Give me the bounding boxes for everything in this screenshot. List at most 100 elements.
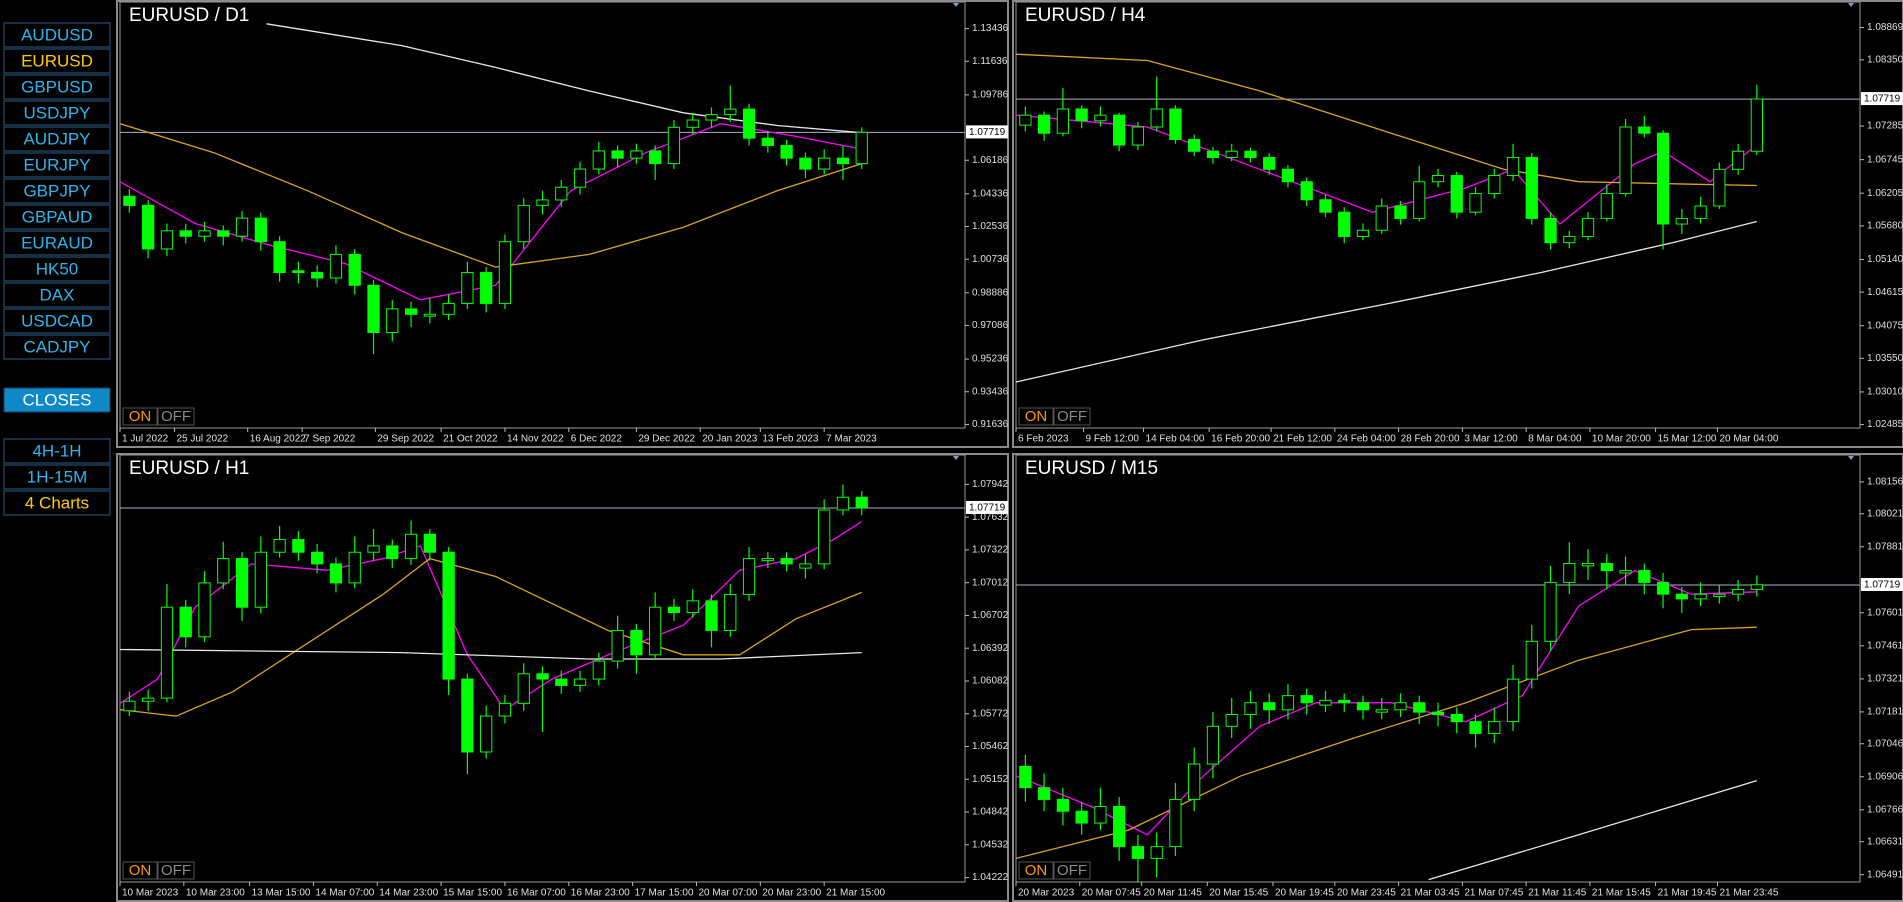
price-tag bbox=[1861, 92, 1903, 106]
button-frame[interactable] bbox=[3, 204, 111, 230]
button-frame[interactable] bbox=[3, 126, 111, 152]
on-button[interactable]: ON bbox=[122, 407, 158, 426]
button-label[interactable]: ON bbox=[1025, 408, 1048, 425]
candle-body bbox=[855, 496, 868, 509]
on-button[interactable]: ON bbox=[1018, 407, 1054, 426]
button-label[interactable]: ON bbox=[129, 408, 152, 425]
button-frame[interactable] bbox=[3, 387, 111, 413]
chart-panel: 1.07942 1.07632 1.07322 1.07012 1.06702 1.063… bbox=[116, 453, 1009, 902]
layout-button[interactable]: 4 Charts bbox=[3, 490, 111, 516]
off-button[interactable]: OFF bbox=[157, 407, 195, 426]
on-button[interactable]: ON bbox=[1018, 861, 1054, 880]
candle-body bbox=[1713, 168, 1726, 207]
symbol-button[interactable]: GBPUSD bbox=[3, 74, 111, 100]
button-frame[interactable] bbox=[3, 490, 111, 516]
y-tick-label: 1.05772 bbox=[972, 708, 1009, 719]
symbol-button[interactable]: EURAUD bbox=[3, 230, 111, 256]
button-label[interactable]: EURAUD bbox=[21, 233, 93, 252]
x-tick-label: 14 Mar 07:00 bbox=[315, 888, 374, 899]
candle-body bbox=[404, 533, 418, 560]
symbol-button[interactable]: DAX bbox=[3, 282, 111, 308]
button-label[interactable]: CADJPY bbox=[23, 337, 90, 356]
button-label[interactable]: 4H-1H bbox=[32, 441, 81, 460]
button-frame[interactable] bbox=[3, 48, 111, 74]
button-label[interactable]: USDCAD bbox=[21, 311, 93, 330]
symbol-button[interactable]: GBPJPY bbox=[3, 178, 111, 204]
x-tick-label: 13 Mar 15:00 bbox=[252, 888, 311, 899]
candle-body bbox=[1263, 702, 1276, 711]
y-tick-label: 1.07461 bbox=[1867, 640, 1903, 651]
chart-title: EURUSD / H1 bbox=[129, 458, 249, 479]
symbol-button[interactable]: CADJPY bbox=[3, 334, 111, 360]
off-button[interactable]: OFF bbox=[1053, 407, 1091, 426]
candle-body bbox=[1675, 217, 1688, 225]
button-label[interactable]: AUDJPY bbox=[23, 129, 90, 148]
button-label[interactable]: OFF bbox=[161, 408, 191, 425]
symbol-button[interactable]: EURJPY bbox=[3, 152, 111, 178]
on-button[interactable]: ON bbox=[122, 861, 158, 880]
symbol-button[interactable]: AUDJPY bbox=[3, 126, 111, 152]
button-label[interactable]: EURJPY bbox=[23, 155, 90, 174]
candle-body bbox=[1525, 156, 1538, 219]
symbol-button[interactable]: GBPAUD bbox=[3, 204, 111, 230]
button-label[interactable]: OFF bbox=[1057, 408, 1087, 425]
button-label[interactable]: GBPUSD bbox=[21, 77, 93, 96]
button-frame[interactable] bbox=[3, 74, 111, 100]
charts: 1.13436 1.11636 1.09786 1.06186 1.04336 1.025… bbox=[116, 0, 1903, 902]
button-frame[interactable] bbox=[122, 861, 158, 880]
button-frame[interactable] bbox=[3, 178, 111, 204]
button-label[interactable]: AUDUSD bbox=[21, 25, 93, 44]
button-frame[interactable] bbox=[3, 22, 111, 48]
button-label[interactable]: ON bbox=[129, 862, 152, 879]
layout-button[interactable]: 4H-1H bbox=[3, 438, 111, 464]
button-label[interactable]: CLOSES bbox=[23, 390, 92, 409]
button-label[interactable]: DAX bbox=[40, 285, 75, 304]
button-frame[interactable] bbox=[3, 308, 111, 334]
button-frame[interactable] bbox=[3, 334, 111, 360]
candle-body bbox=[630, 629, 643, 656]
button-label[interactable]: 4 Charts bbox=[25, 493, 89, 512]
symbol-button[interactable]: USDCAD bbox=[3, 308, 111, 334]
symbol-button[interactable]: HK50 bbox=[3, 256, 111, 282]
button-frame[interactable] bbox=[3, 100, 111, 126]
button-frame[interactable] bbox=[122, 407, 158, 426]
button-frame[interactable] bbox=[1018, 407, 1054, 426]
button-label[interactable]: HK50 bbox=[36, 259, 79, 278]
button-frame[interactable] bbox=[3, 152, 111, 178]
candle-body bbox=[611, 150, 624, 159]
button-frame[interactable] bbox=[1053, 861, 1091, 880]
closes-button[interactable]: CLOSES bbox=[3, 387, 111, 413]
button-label[interactable]: USDJPY bbox=[23, 103, 90, 122]
symbol-button[interactable]: AUDUSD bbox=[3, 22, 111, 48]
off-button[interactable]: OFF bbox=[1053, 861, 1091, 880]
button-label[interactable]: 1H-15M bbox=[27, 467, 87, 486]
candle-body bbox=[1750, 98, 1763, 152]
y-tick-label: 1.04532 bbox=[972, 839, 1009, 850]
button-frame[interactable] bbox=[3, 438, 111, 464]
candle-body bbox=[1563, 563, 1576, 583]
button-label[interactable]: EURUSD bbox=[21, 51, 93, 70]
button-label[interactable]: GBPAUD bbox=[22, 207, 93, 226]
off-button[interactable]: OFF bbox=[157, 861, 195, 880]
candle-body bbox=[404, 308, 418, 315]
button-label[interactable]: GBPJPY bbox=[23, 181, 90, 200]
button-label[interactable]: OFF bbox=[161, 862, 191, 879]
button-frame[interactable] bbox=[157, 407, 195, 426]
y-tick-label: 1.06205 bbox=[1867, 188, 1903, 199]
button-label[interactable]: OFF bbox=[1057, 862, 1087, 879]
button-frame[interactable] bbox=[1018, 861, 1054, 880]
button-label[interactable]: ON bbox=[1025, 862, 1048, 879]
button-frame[interactable] bbox=[3, 256, 111, 282]
button-frame[interactable] bbox=[3, 230, 111, 256]
symbol-button[interactable]: EURUSD bbox=[3, 48, 111, 74]
symbol-button[interactable]: USDJPY bbox=[3, 100, 111, 126]
layout-button[interactable]: 1H-15M bbox=[3, 464, 111, 490]
button-frame[interactable] bbox=[3, 464, 111, 490]
button-frame[interactable] bbox=[1053, 407, 1091, 426]
candle-body bbox=[724, 594, 737, 631]
candle-body bbox=[1619, 570, 1632, 574]
button-frame[interactable] bbox=[157, 861, 195, 880]
button-frame[interactable] bbox=[3, 282, 111, 308]
x-tick-label: 21 Mar 15:45 bbox=[1592, 888, 1651, 899]
candle-body bbox=[329, 563, 343, 584]
